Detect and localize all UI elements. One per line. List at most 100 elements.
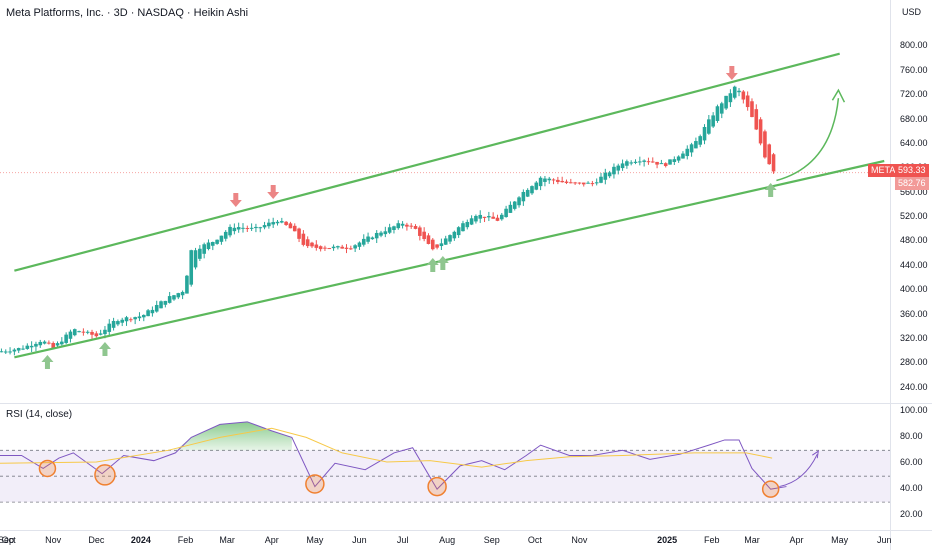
candle-body — [655, 161, 659, 165]
candle-body — [223, 231, 228, 239]
candle-body — [275, 221, 280, 224]
candle-body — [357, 242, 362, 247]
candle-body — [512, 201, 517, 209]
candle-body — [262, 225, 267, 228]
candle-body — [556, 179, 560, 183]
candle-body — [90, 331, 94, 335]
candle-body — [241, 227, 245, 229]
candle-body — [504, 208, 508, 218]
candle-body — [111, 320, 116, 328]
down-arrow-icon — [229, 193, 242, 207]
candle-body — [413, 226, 418, 229]
candle-body — [21, 348, 25, 350]
time-tick-label: Dec — [88, 535, 105, 545]
currency-label[interactable]: USD — [902, 7, 922, 17]
candle-body — [745, 95, 750, 108]
time-tick-label: Apr — [789, 535, 804, 545]
candle-body — [707, 119, 711, 134]
candle-body — [292, 225, 297, 232]
candle-body — [741, 91, 746, 100]
candle-body — [336, 246, 340, 248]
price-tick-label: 800.00 — [900, 40, 928, 51]
candle-body — [353, 245, 357, 249]
up-arrow-icon — [41, 355, 54, 369]
price-tick-label: 280.00 — [900, 357, 928, 368]
candle-body — [594, 182, 599, 184]
candle-body — [396, 223, 401, 229]
candle-body — [254, 226, 258, 229]
last-price-tag: 593.33 — [895, 164, 929, 177]
candle-body — [301, 233, 306, 245]
candle-body — [81, 331, 86, 333]
candle-body — [681, 153, 685, 159]
candle-body — [60, 341, 64, 345]
candle-body — [560, 180, 564, 183]
candle-body — [185, 275, 189, 294]
candle-body — [85, 331, 90, 333]
candle-body — [478, 214, 483, 219]
rsi-circle — [305, 474, 325, 494]
rsi-circle — [38, 459, 57, 478]
candle-body — [409, 225, 414, 227]
candle-body — [215, 239, 219, 244]
candle-body — [642, 160, 646, 162]
time-tick-label: Jun — [352, 535, 367, 545]
candle-body — [474, 215, 478, 222]
candle-body — [77, 331, 81, 333]
time-axis-border — [0, 530, 932, 531]
candle-body — [314, 244, 319, 248]
candle-body — [392, 226, 396, 230]
candle-body — [607, 172, 612, 177]
candle-body — [521, 191, 526, 202]
candle-body — [228, 226, 232, 236]
candle-body — [465, 221, 470, 228]
candle-body — [271, 222, 275, 225]
candle-body — [698, 136, 703, 145]
candle-body — [646, 161, 651, 163]
candle-body — [771, 154, 776, 172]
time-tick-label: Nov — [571, 535, 588, 545]
pane-separator[interactable] — [0, 403, 932, 404]
candle-body — [448, 235, 452, 242]
candle-body — [47, 342, 51, 344]
time-tick-label: Jul — [396, 535, 409, 545]
time-tick-label: Feb — [703, 535, 720, 545]
candle-body — [310, 242, 314, 247]
candle-body — [672, 159, 677, 162]
rsi-tick-label: 20.00 — [900, 509, 923, 520]
candle-body — [159, 301, 163, 309]
down-arrow-icon — [267, 185, 280, 199]
candle-body — [689, 144, 694, 153]
candle-body — [323, 247, 327, 249]
price-tick-label: 680.00 — [900, 113, 928, 124]
candle-body — [590, 183, 595, 185]
candle-body — [564, 181, 569, 183]
candle-body — [172, 295, 176, 300]
candle-body — [64, 334, 68, 343]
time-tick-label: Apr — [264, 535, 279, 545]
candle-body — [439, 243, 444, 247]
candle-body — [435, 244, 439, 248]
candle-body — [461, 223, 465, 232]
candle-body — [517, 197, 521, 206]
chart-title: Meta Platforms, Inc. · 3D · NASDAQ · Hei… — [6, 7, 249, 19]
arrowhead — [831, 88, 846, 103]
rsi-circle — [761, 480, 780, 498]
time-tick-label: Feb — [177, 535, 194, 545]
price-tick-label: 400.00 — [900, 284, 928, 295]
candle-body — [599, 176, 603, 183]
candle-body — [280, 221, 284, 223]
price-tick-label: 360.00 — [900, 308, 928, 319]
candle-body — [150, 309, 155, 314]
rsi-circle — [427, 476, 447, 497]
candle-body — [405, 224, 409, 227]
time-tick-label: Oct — [1, 535, 16, 545]
candle-body — [8, 351, 12, 353]
time-tick-label: Mar — [744, 535, 760, 545]
candle-body — [719, 103, 724, 114]
candle-body — [732, 86, 737, 98]
candle-body — [340, 246, 344, 249]
price-tick-label: 640.00 — [900, 137, 928, 148]
candle-body — [267, 222, 271, 227]
